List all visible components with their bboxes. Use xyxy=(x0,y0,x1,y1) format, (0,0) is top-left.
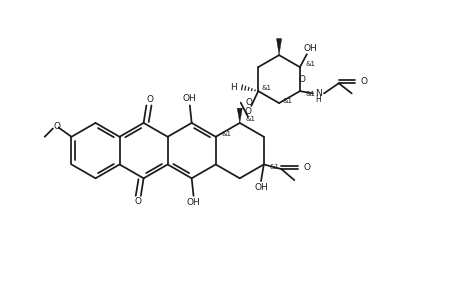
Text: &1: &1 xyxy=(269,164,279,170)
Text: O: O xyxy=(146,95,153,104)
Text: OH: OH xyxy=(186,198,200,207)
Text: &1: &1 xyxy=(221,131,231,137)
Text: &1: &1 xyxy=(282,98,292,104)
Text: O: O xyxy=(360,77,367,86)
Text: O: O xyxy=(245,98,252,107)
Text: H: H xyxy=(315,95,320,104)
Text: &1: &1 xyxy=(262,85,271,91)
Text: O: O xyxy=(244,107,251,116)
Text: O: O xyxy=(298,75,305,84)
Text: O: O xyxy=(134,197,141,206)
Text: OH: OH xyxy=(254,183,267,192)
Text: O: O xyxy=(302,163,309,172)
Polygon shape xyxy=(276,39,281,55)
Text: OH: OH xyxy=(302,44,316,53)
Text: OH: OH xyxy=(182,94,196,103)
Text: &1: &1 xyxy=(245,116,255,122)
Text: &1: &1 xyxy=(304,91,314,97)
Text: O: O xyxy=(53,122,60,131)
Polygon shape xyxy=(237,108,242,123)
Text: H: H xyxy=(230,83,237,92)
Text: &1: &1 xyxy=(304,61,314,67)
Text: N: N xyxy=(314,89,321,98)
